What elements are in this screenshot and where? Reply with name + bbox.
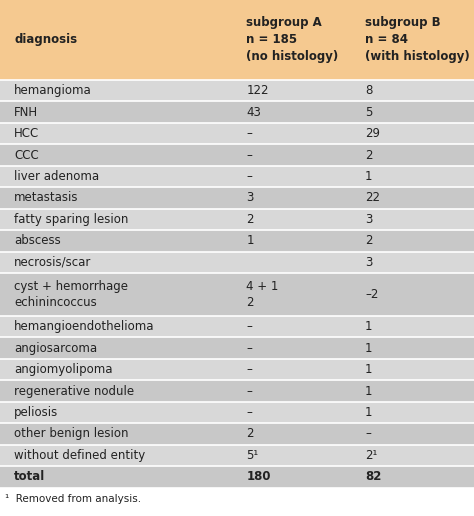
Text: ¹  Removed from analysis.: ¹ Removed from analysis. <box>5 494 141 504</box>
Text: 1: 1 <box>365 384 373 397</box>
Text: without defined entity: without defined entity <box>14 449 146 462</box>
Text: –: – <box>246 149 252 162</box>
Text: 3: 3 <box>365 213 373 226</box>
Text: 180: 180 <box>246 471 271 483</box>
Text: –: – <box>365 427 371 441</box>
Text: cyst + hemorrhage
echinincoccus: cyst + hemorrhage echinincoccus <box>14 280 128 309</box>
Text: HCC: HCC <box>14 127 39 140</box>
Text: 22: 22 <box>365 191 380 204</box>
Bar <box>0 445 474 466</box>
Bar <box>0 423 474 445</box>
Text: –: – <box>246 406 252 419</box>
Text: liver adenoma: liver adenoma <box>14 170 100 183</box>
Bar <box>0 466 474 488</box>
Bar <box>0 488 474 516</box>
Bar <box>0 273 474 316</box>
Text: hemangioendothelioma: hemangioendothelioma <box>14 320 155 333</box>
Text: –: – <box>246 127 252 140</box>
Text: 122: 122 <box>246 84 269 97</box>
Text: other benign lesion: other benign lesion <box>14 427 129 441</box>
Bar <box>0 123 474 144</box>
Text: 2: 2 <box>246 213 254 226</box>
Text: 2: 2 <box>365 149 373 162</box>
Text: abscess: abscess <box>14 234 61 247</box>
Text: 1: 1 <box>365 363 373 376</box>
Text: hemangioma: hemangioma <box>14 84 92 97</box>
Bar <box>0 0 474 80</box>
Text: –: – <box>246 320 252 333</box>
Bar <box>0 252 474 273</box>
Text: 3: 3 <box>365 256 373 269</box>
Text: 1: 1 <box>246 234 254 247</box>
Text: 1: 1 <box>365 342 373 354</box>
Text: FNH: FNH <box>14 106 38 119</box>
Text: 2: 2 <box>365 234 373 247</box>
Text: –2: –2 <box>365 288 378 301</box>
Text: –: – <box>246 384 252 397</box>
Bar <box>0 166 474 187</box>
Text: peliosis: peliosis <box>14 406 58 419</box>
Bar <box>0 230 474 252</box>
Text: –: – <box>246 363 252 376</box>
Bar <box>0 359 474 380</box>
Bar <box>0 208 474 230</box>
Text: –: – <box>246 170 252 183</box>
Bar <box>0 337 474 359</box>
Text: 3: 3 <box>246 191 254 204</box>
Bar <box>0 144 474 166</box>
Text: diagnosis: diagnosis <box>14 34 77 46</box>
Text: 1: 1 <box>365 170 373 183</box>
Bar <box>0 102 474 123</box>
Text: necrosis/scar: necrosis/scar <box>14 256 91 269</box>
Text: fatty sparing lesion: fatty sparing lesion <box>14 213 128 226</box>
Text: 43: 43 <box>246 106 261 119</box>
Bar <box>0 80 474 102</box>
Bar <box>0 380 474 402</box>
Text: 2: 2 <box>246 427 254 441</box>
Text: 4 + 1
2: 4 + 1 2 <box>246 280 279 309</box>
Bar <box>0 402 474 423</box>
Text: –: – <box>246 342 252 354</box>
Bar <box>0 316 474 337</box>
Text: 82: 82 <box>365 471 382 483</box>
Text: 1: 1 <box>365 406 373 419</box>
Text: subgroup B
n = 84
(with histology): subgroup B n = 84 (with histology) <box>365 17 470 63</box>
Text: 29: 29 <box>365 127 380 140</box>
Text: angiomyolipoma: angiomyolipoma <box>14 363 113 376</box>
Text: subgroup A
n = 185
(no histology): subgroup A n = 185 (no histology) <box>246 17 339 63</box>
Text: 8: 8 <box>365 84 373 97</box>
Text: regenerative nodule: regenerative nodule <box>14 384 134 397</box>
Text: 1: 1 <box>365 320 373 333</box>
Text: total: total <box>14 471 46 483</box>
Text: 5¹: 5¹ <box>246 449 259 462</box>
Text: 2¹: 2¹ <box>365 449 377 462</box>
Bar <box>0 187 474 208</box>
Text: metastasis: metastasis <box>14 191 79 204</box>
Text: CCC: CCC <box>14 149 39 162</box>
Text: angiosarcoma: angiosarcoma <box>14 342 97 354</box>
Text: 5: 5 <box>365 106 373 119</box>
